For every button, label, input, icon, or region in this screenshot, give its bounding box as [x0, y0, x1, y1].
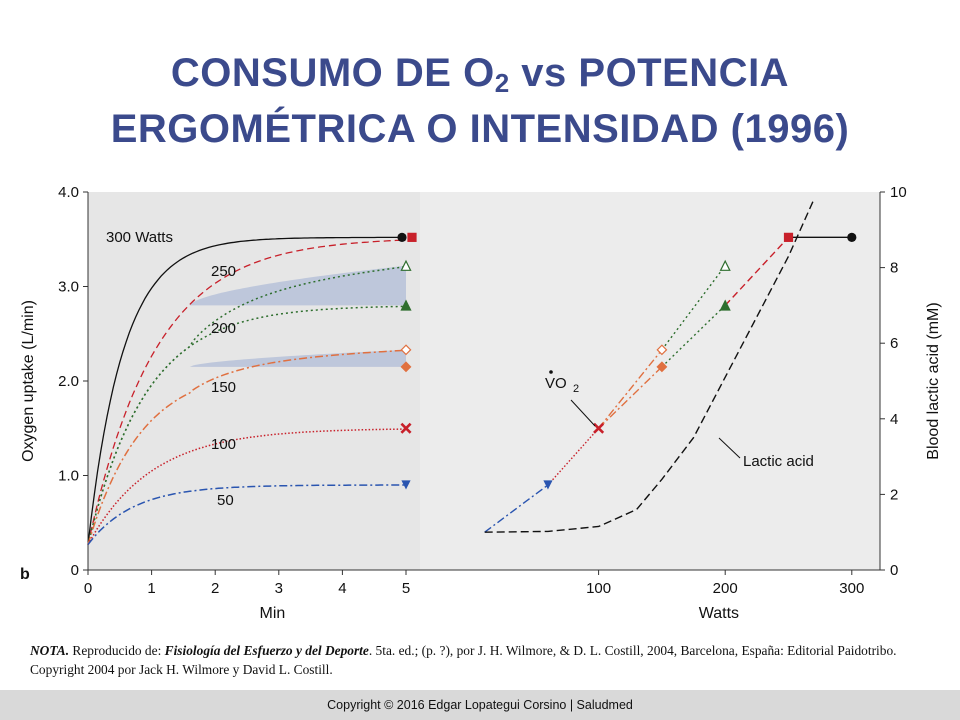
shaded-region-250: [189, 265, 406, 306]
series-50-label: 50: [217, 492, 234, 509]
source-note: NOTA. Reproducido de: Fisiología del Esf…: [30, 641, 935, 679]
y2-tick-label: 2: [890, 486, 898, 503]
x2-tick-label: 100: [586, 580, 611, 597]
series-250-label: 250: [211, 263, 236, 280]
x-tick-label: 0: [84, 580, 92, 597]
series-50-curve: [87, 484, 406, 545]
series-200-curve: [87, 305, 406, 545]
title-line-2: ERGOMÉTRICA O INTENSIDAD (1996): [110, 107, 850, 151]
nota-text: Reproducido de:: [69, 643, 165, 658]
series-100-label: 100: [211, 436, 236, 453]
y-tick-label: 4.0: [58, 184, 79, 201]
vo2-point-6: [783, 232, 794, 242]
y2-tick-label: 0: [890, 562, 898, 579]
nota-label: NOTA.: [30, 643, 70, 658]
book-title: Fisiología del Esfuerzo y del Deporte: [164, 643, 369, 658]
y-tick-label: 1.0: [58, 468, 79, 485]
marker-200: [400, 299, 412, 311]
marker-150-open: [400, 344, 412, 356]
series-250-curve: [87, 265, 407, 545]
copyright-footer: Copyright © 2016 Edgar Lopategui Corsino…: [0, 690, 960, 720]
left-panel-bg: [88, 192, 420, 570]
marker-250-open: [400, 259, 412, 271]
vo2-leader: [570, 399, 596, 427]
vo2-point-5: [719, 259, 731, 271]
vo2-point-0: [543, 480, 553, 490]
y2-tick-label: 4: [890, 411, 898, 428]
marker-100: [400, 422, 412, 434]
vo2-dot: [549, 370, 553, 374]
marker-250-square: [407, 232, 417, 242]
x-tick-label: 2: [211, 580, 219, 597]
x-tick-label: 3: [275, 580, 283, 597]
right-panel-bg: [420, 192, 880, 570]
series-300-watts-curve: [87, 236, 406, 545]
vo2-point-1: [593, 422, 605, 434]
vo2-point-3: [656, 344, 668, 356]
series-100-curve: [87, 428, 407, 545]
slide-title: CONSUMO DE O2 vs POTENCIA ERGOMÉTRICA O …: [0, 50, 960, 152]
vo2-subscript: 2: [573, 383, 579, 395]
curve-dashed-red: [87, 239, 407, 545]
panel-label: b: [20, 566, 30, 583]
x-tick-label: 4: [338, 580, 346, 597]
vo2-annotation: VO: [545, 375, 567, 392]
lactic-annotation: Lactic acid: [743, 453, 814, 470]
x2-tick-label: 200: [713, 580, 738, 597]
marker-50: [401, 480, 411, 490]
x-axis-label: Min: [260, 605, 286, 622]
y2-tick-label: 8: [890, 260, 898, 277]
series-300-watts-label: 300 Watts: [106, 229, 173, 246]
y2-tick-label: 10: [890, 184, 907, 201]
y-tick-label: 0: [71, 562, 79, 579]
title-line-1: CONSUMO DE O2 vs POTENCIA: [0, 50, 960, 106]
series-150-label: 150: [211, 379, 236, 396]
marker-150: [400, 361, 412, 373]
x2-tick-label: 300: [839, 580, 864, 597]
y-axis-label: Oxygen uptake (L/min): [20, 300, 37, 462]
title-subscript: 2: [494, 68, 510, 98]
vo2-seg-orange-open: [598, 349, 663, 429]
vo2-seg-red: [547, 427, 600, 486]
lactic-acid-curve: [484, 199, 815, 533]
marker-300-circle: [397, 232, 407, 242]
x-tick-label: 1: [147, 580, 155, 597]
y2-axis-label: Blood lactic acid (mM): [925, 302, 942, 459]
title-part: vs POTENCIA: [509, 51, 790, 95]
series-200-label: 200: [211, 320, 236, 337]
nota-text-rest: . 5ta. ed.; (p. ?), por J. H. Wilmore, &…: [30, 643, 897, 677]
y-tick-label: 3.0: [58, 279, 79, 296]
x2-axis-label: Watts: [699, 605, 739, 622]
x-tick-label: 5: [402, 580, 410, 597]
title-part: CONSUMO DE O: [170, 51, 495, 95]
vo2-point-4: [719, 299, 731, 311]
lactic-leader: [718, 437, 741, 459]
vo2-point-2: [656, 361, 668, 373]
series-150-curve: [87, 349, 407, 545]
vo2-seg-orange: [598, 366, 663, 429]
vo2-point-7: [847, 232, 857, 242]
vo2-seg-blue: [484, 484, 549, 533]
vo2-seg-red-dashed: [724, 236, 790, 306]
y-tick-label: 2.0: [58, 373, 79, 390]
y2-tick-label: 6: [890, 335, 898, 352]
